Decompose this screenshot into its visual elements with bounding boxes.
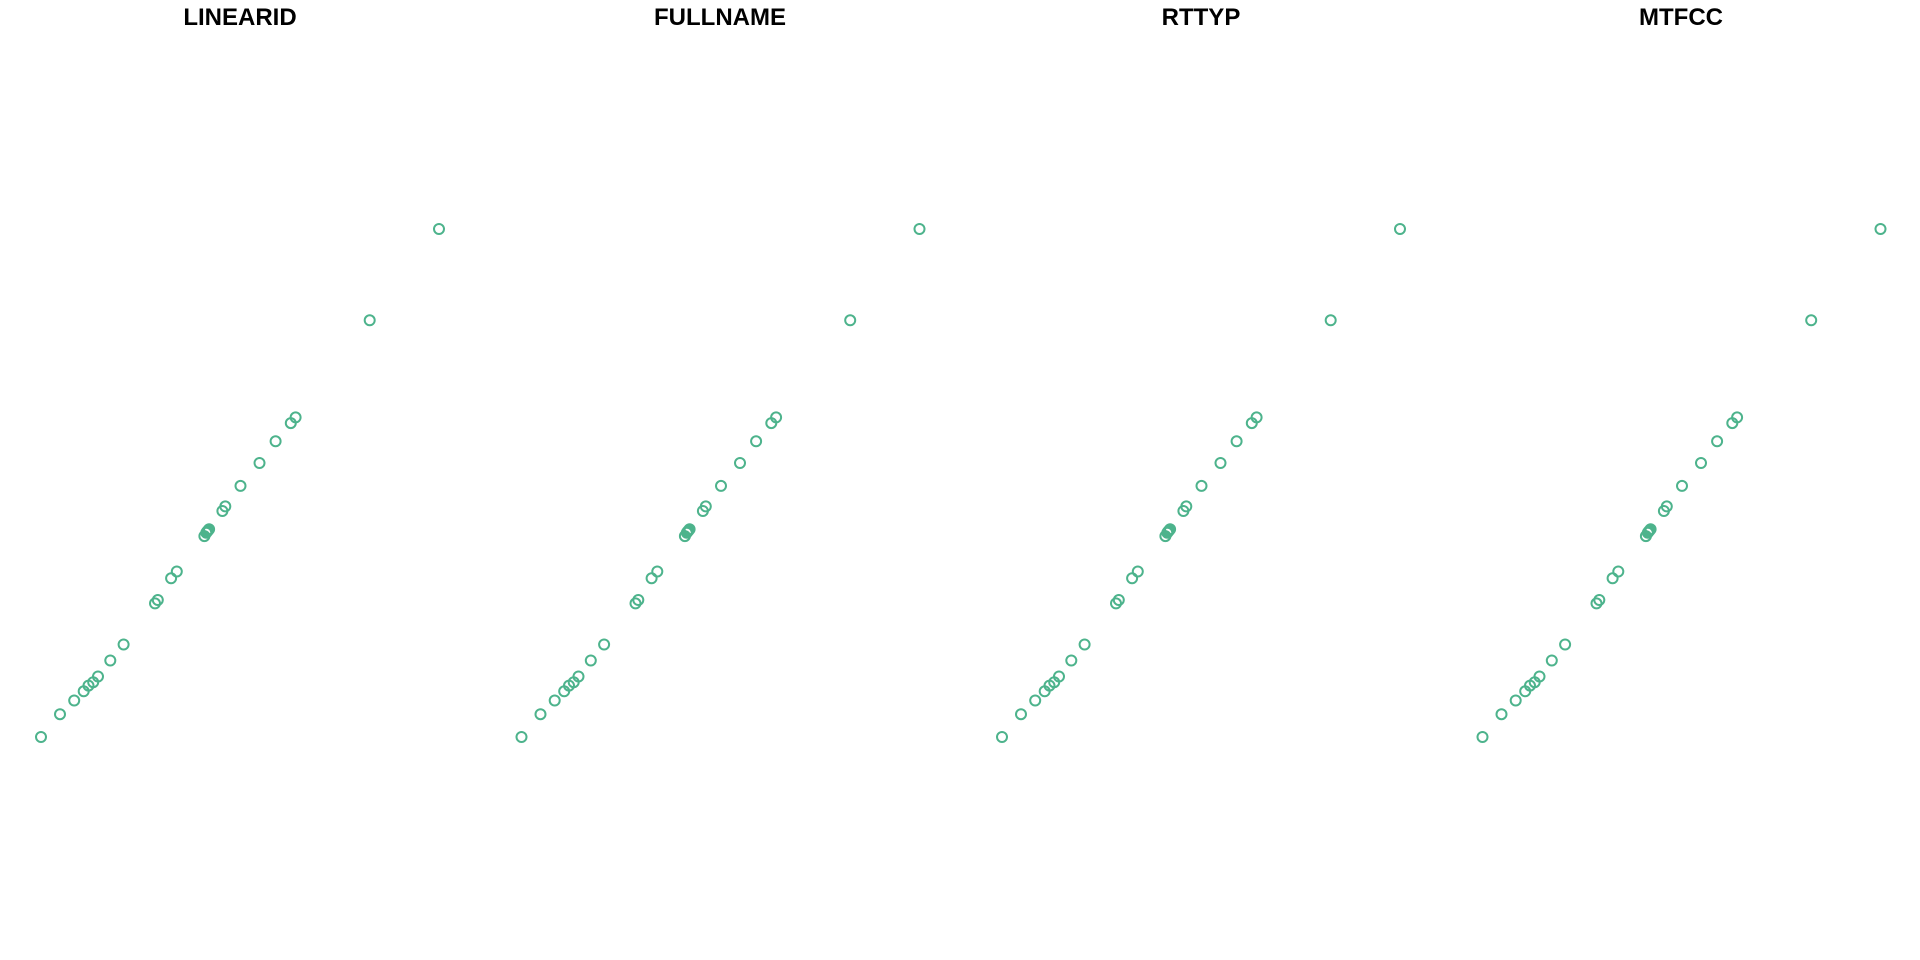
data-point-fullname-26 <box>913 223 926 235</box>
data-point-fullname-0 <box>515 731 528 743</box>
data-point-mtfcc-12 <box>1612 565 1625 578</box>
panel-title-fullname: FULLNAME <box>654 4 786 31</box>
data-point-mtfcc-2 <box>1509 694 1522 707</box>
data-point-rttyp-25 <box>1324 314 1337 327</box>
data-point-fullname-22 <box>750 435 763 448</box>
data-point-rttyp-17 <box>1164 523 1177 536</box>
data-point-rttyp-26 <box>1394 223 1406 235</box>
data-point-fullname-1 <box>534 708 547 721</box>
data-point-mtfcc-7 <box>1545 654 1558 667</box>
data-point-linearid-26 <box>433 223 445 235</box>
data-point-rttyp-11 <box>1126 572 1139 585</box>
data-point-linearid-0 <box>35 731 47 743</box>
data-point-fullname-10 <box>632 594 645 606</box>
data-point-linearid-22 <box>269 435 282 448</box>
data-point-linearid-21 <box>253 457 266 469</box>
points-fullname <box>515 223 926 743</box>
data-point-fullname-24 <box>770 411 783 424</box>
panel-rttyp: RTTYP <box>996 4 1406 743</box>
data-point-mtfcc-6 <box>1533 670 1546 683</box>
data-point-fullname-7 <box>584 654 597 667</box>
data-point-rttyp-21 <box>1214 457 1227 469</box>
data-point-fullname-8 <box>598 638 611 651</box>
data-point-fullname-6 <box>572 670 585 683</box>
data-point-mtfcc-17 <box>1644 523 1657 536</box>
data-point-rttyp-24 <box>1250 411 1263 424</box>
panel-linearid: LINEARID <box>35 4 445 743</box>
data-point-rttyp-20 <box>1195 479 1208 492</box>
panel-title-linearid: LINEARID <box>183 4 296 31</box>
data-point-rttyp-1 <box>1015 708 1027 721</box>
data-point-rttyp-2 <box>1029 694 1042 707</box>
data-point-linearid-1 <box>54 708 66 721</box>
data-point-rttyp-10 <box>1112 594 1125 606</box>
data-point-fullname-20 <box>715 479 727 492</box>
data-point-rttyp-6 <box>1053 670 1065 683</box>
points-mtfcc <box>1476 223 1887 743</box>
data-point-fullname-11 <box>645 572 658 585</box>
panel-fullname: FULLNAME <box>515 4 926 743</box>
data-point-rttyp-12 <box>1131 565 1144 578</box>
data-point-fullname-2 <box>548 694 561 707</box>
data-point-mtfcc-8 <box>1559 638 1572 651</box>
data-point-fullname-19 <box>699 500 712 513</box>
data-point-mtfcc-10 <box>1593 594 1606 606</box>
data-point-mtfcc-24 <box>1731 411 1744 424</box>
data-point-linearid-20 <box>234 479 247 492</box>
data-point-rttyp-8 <box>1078 638 1091 651</box>
data-point-mtfcc-20 <box>1676 479 1688 492</box>
data-point-linearid-11 <box>165 572 178 585</box>
data-point-mtfcc-22 <box>1711 435 1724 448</box>
data-point-linearid-17 <box>203 523 216 536</box>
points-linearid <box>35 223 445 743</box>
data-point-linearid-8 <box>117 638 130 651</box>
data-point-mtfcc-0 <box>1476 731 1489 743</box>
data-point-mtfcc-26 <box>1874 223 1887 235</box>
data-point-fullname-9 <box>629 597 642 610</box>
data-point-linearid-24 <box>289 411 302 424</box>
data-point-linearid-6 <box>92 670 104 683</box>
data-point-linearid-12 <box>170 565 183 578</box>
data-point-mtfcc-9 <box>1590 597 1603 610</box>
data-point-linearid-25 <box>363 314 376 327</box>
data-point-linearid-9 <box>149 597 161 610</box>
data-point-linearid-2 <box>68 694 81 707</box>
data-point-fullname-25 <box>844 314 857 327</box>
data-point-linearid-19 <box>219 500 232 513</box>
data-point-rttyp-0 <box>996 731 1008 743</box>
panel-title-rttyp: RTTYP <box>1162 4 1241 31</box>
data-point-rttyp-9 <box>1110 597 1122 610</box>
data-point-linearid-7 <box>104 654 117 667</box>
data-point-mtfcc-21 <box>1695 457 1707 469</box>
points-rttyp <box>996 223 1406 743</box>
panel-title-mtfcc: MTFCC <box>1639 4 1723 31</box>
data-point-fullname-21 <box>734 457 746 469</box>
panel-mtfcc: MTFCC <box>1476 4 1887 743</box>
data-point-fullname-12 <box>651 565 664 578</box>
data-point-rttyp-7 <box>1065 654 1078 667</box>
data-point-mtfcc-19 <box>1660 500 1673 513</box>
data-point-rttyp-19 <box>1180 500 1193 513</box>
data-point-mtfcc-1 <box>1495 708 1508 721</box>
data-point-linearid-10 <box>151 594 164 606</box>
data-point-rttyp-22 <box>1230 435 1243 448</box>
data-point-mtfcc-25 <box>1805 314 1818 327</box>
data-point-fullname-17 <box>683 523 696 536</box>
data-point-mtfcc-11 <box>1606 572 1619 585</box>
